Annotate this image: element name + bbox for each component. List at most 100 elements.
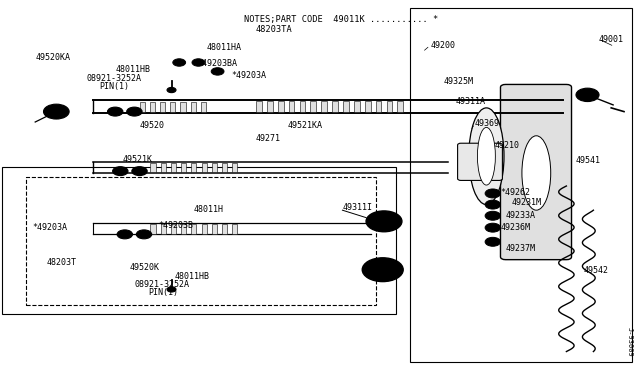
Circle shape bbox=[132, 167, 147, 176]
Bar bbox=[170, 102, 175, 112]
Bar bbox=[202, 224, 207, 234]
Circle shape bbox=[127, 107, 142, 116]
Bar bbox=[376, 101, 381, 112]
Bar bbox=[181, 163, 186, 172]
Text: 08921-3252A: 08921-3252A bbox=[134, 280, 189, 289]
FancyBboxPatch shape bbox=[500, 84, 572, 260]
Bar bbox=[191, 163, 196, 172]
Text: 49542: 49542 bbox=[584, 266, 609, 275]
Bar bbox=[321, 101, 327, 112]
Bar bbox=[160, 102, 165, 112]
Circle shape bbox=[167, 287, 176, 292]
Bar bbox=[232, 163, 237, 172]
Text: 49231M: 49231M bbox=[512, 198, 542, 207]
Bar bbox=[365, 101, 371, 112]
Text: 49237M: 49237M bbox=[506, 244, 536, 253]
Bar bbox=[191, 102, 196, 112]
Text: 49233A: 49233A bbox=[506, 211, 536, 219]
Text: 48011HA: 48011HA bbox=[206, 43, 241, 52]
Ellipse shape bbox=[477, 127, 495, 185]
Text: 49520KA: 49520KA bbox=[35, 53, 70, 62]
Text: 48203TA: 48203TA bbox=[256, 25, 292, 33]
Text: 49200: 49200 bbox=[430, 41, 455, 50]
Bar bbox=[2, 167, 396, 314]
Text: 49521KA: 49521KA bbox=[288, 121, 323, 130]
Bar bbox=[161, 224, 166, 234]
Text: 48011HB: 48011HB bbox=[174, 272, 209, 280]
Bar bbox=[387, 101, 392, 112]
Bar bbox=[180, 102, 186, 112]
Bar bbox=[300, 101, 305, 112]
Bar bbox=[150, 224, 156, 234]
Bar bbox=[332, 101, 338, 112]
Bar bbox=[222, 224, 227, 234]
Text: PIN(1): PIN(1) bbox=[148, 288, 179, 296]
Circle shape bbox=[211, 68, 224, 75]
Circle shape bbox=[108, 107, 123, 116]
Bar bbox=[150, 163, 156, 172]
Circle shape bbox=[485, 223, 500, 232]
Text: 08921-3252A: 08921-3252A bbox=[86, 74, 141, 83]
Bar bbox=[410, 8, 632, 362]
Bar bbox=[150, 102, 155, 112]
Circle shape bbox=[485, 237, 500, 246]
Text: PIN(1): PIN(1) bbox=[99, 82, 129, 91]
Text: J-93009: J-93009 bbox=[627, 327, 632, 357]
Bar bbox=[212, 163, 217, 172]
Bar bbox=[343, 101, 349, 112]
Bar bbox=[140, 102, 145, 112]
Bar bbox=[201, 102, 206, 112]
Circle shape bbox=[167, 87, 176, 93]
Text: 49520K: 49520K bbox=[129, 263, 159, 272]
Text: 49325M: 49325M bbox=[444, 77, 474, 86]
Text: 49311I: 49311I bbox=[342, 203, 372, 212]
Bar bbox=[232, 224, 237, 234]
Text: 48011H: 48011H bbox=[193, 205, 223, 214]
Text: 49521K: 49521K bbox=[123, 155, 153, 164]
Circle shape bbox=[576, 88, 599, 102]
Text: 49001: 49001 bbox=[598, 35, 623, 44]
Circle shape bbox=[113, 167, 128, 176]
Circle shape bbox=[44, 104, 69, 119]
Text: *49203A: *49203A bbox=[232, 71, 267, 80]
Bar bbox=[212, 224, 217, 234]
Bar bbox=[202, 163, 207, 172]
Bar bbox=[171, 224, 176, 234]
Bar bbox=[289, 101, 294, 112]
Text: 49311A: 49311A bbox=[456, 97, 486, 106]
Text: *49203A: *49203A bbox=[32, 223, 67, 232]
Text: 49236M: 49236M bbox=[500, 223, 531, 232]
Bar bbox=[181, 224, 186, 234]
Circle shape bbox=[192, 59, 205, 66]
Bar bbox=[256, 101, 262, 112]
Circle shape bbox=[362, 258, 403, 282]
Ellipse shape bbox=[522, 136, 550, 210]
Circle shape bbox=[485, 211, 500, 220]
Ellipse shape bbox=[468, 108, 504, 205]
Bar bbox=[161, 163, 166, 172]
Text: 49369: 49369 bbox=[475, 119, 500, 128]
Circle shape bbox=[485, 200, 500, 209]
Circle shape bbox=[374, 216, 394, 227]
Bar bbox=[278, 101, 284, 112]
Text: 49210: 49210 bbox=[494, 141, 519, 150]
Circle shape bbox=[136, 230, 152, 239]
Circle shape bbox=[372, 264, 393, 276]
Bar bbox=[26, 177, 376, 305]
Text: 48203T: 48203T bbox=[46, 258, 76, 267]
Text: *49262: *49262 bbox=[500, 188, 531, 197]
Bar bbox=[354, 101, 360, 112]
Text: NOTES;PART CODE  49011K ........... *: NOTES;PART CODE 49011K ........... * bbox=[244, 15, 439, 24]
Circle shape bbox=[485, 189, 500, 198]
Bar bbox=[191, 224, 196, 234]
Text: 48011HB: 48011HB bbox=[115, 65, 150, 74]
Circle shape bbox=[173, 59, 186, 66]
Bar bbox=[310, 101, 316, 112]
Circle shape bbox=[117, 230, 132, 239]
Bar bbox=[397, 101, 403, 112]
Text: 49541: 49541 bbox=[576, 156, 601, 165]
FancyBboxPatch shape bbox=[458, 143, 502, 180]
Bar bbox=[222, 163, 227, 172]
Circle shape bbox=[366, 211, 402, 232]
Text: 49520: 49520 bbox=[140, 121, 164, 130]
